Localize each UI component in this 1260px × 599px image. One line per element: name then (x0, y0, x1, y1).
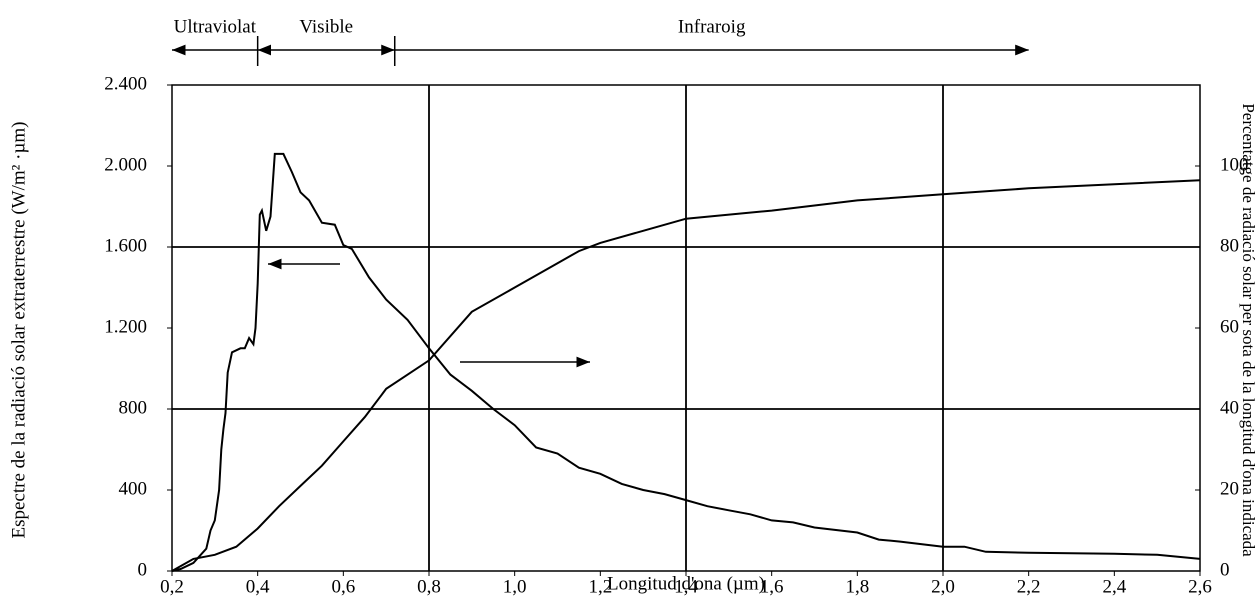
series-line (171, 179, 1201, 572)
region-label: Visible (299, 16, 353, 37)
x-tick-label: 2,4 (1102, 576, 1126, 597)
x-tick-label: 1,0 (503, 576, 527, 597)
x-tick-label: 1,6 (760, 576, 784, 597)
x-tick-label: 0,2 (160, 576, 184, 597)
x-axis-label: Longitud d'ona (µm) (607, 573, 765, 594)
y2-tick-label: 100 (1220, 154, 1249, 175)
y-axis-label: Espectre de la radiació solar extraterre… (8, 121, 29, 538)
y2-tick-label: 20 (1220, 478, 1239, 499)
x-tick-label: 2,6 (1188, 576, 1212, 597)
y2-tick-label: 40 (1220, 397, 1239, 418)
y2-tick-label: 60 (1220, 316, 1239, 337)
x-tick-label: 0,4 (246, 576, 270, 597)
y-tick-label: 1.200 (104, 316, 147, 337)
y-tick-label: 1.600 (104, 235, 147, 256)
y2-axis-label: Percentatge de radiació solar per sota d… (1239, 103, 1258, 557)
y-tick-label: 2.000 (104, 154, 147, 175)
region-label: Infraroig (678, 16, 746, 37)
x-tick-label: 0,6 (331, 576, 355, 597)
y-tick-label: 400 (119, 478, 148, 499)
y2-tick-label: 80 (1220, 235, 1239, 256)
region-label: Ultraviolat (174, 16, 257, 37)
x-tick-label: 0,8 (417, 576, 441, 597)
y-tick-label: 800 (119, 397, 148, 418)
x-tick-label: 2,0 (931, 576, 955, 597)
x-tick-label: 1,4 (674, 576, 698, 597)
x-tick-label: 2,2 (1017, 576, 1041, 597)
x-tick-label: 1,8 (845, 576, 869, 597)
x-tick-label: 1,2 (588, 576, 612, 597)
y-tick-label: 2.400 (104, 73, 147, 94)
y-tick-label: 0 (138, 559, 148, 580)
series-line (171, 152, 1201, 572)
y2-tick-label: 0 (1220, 559, 1230, 580)
